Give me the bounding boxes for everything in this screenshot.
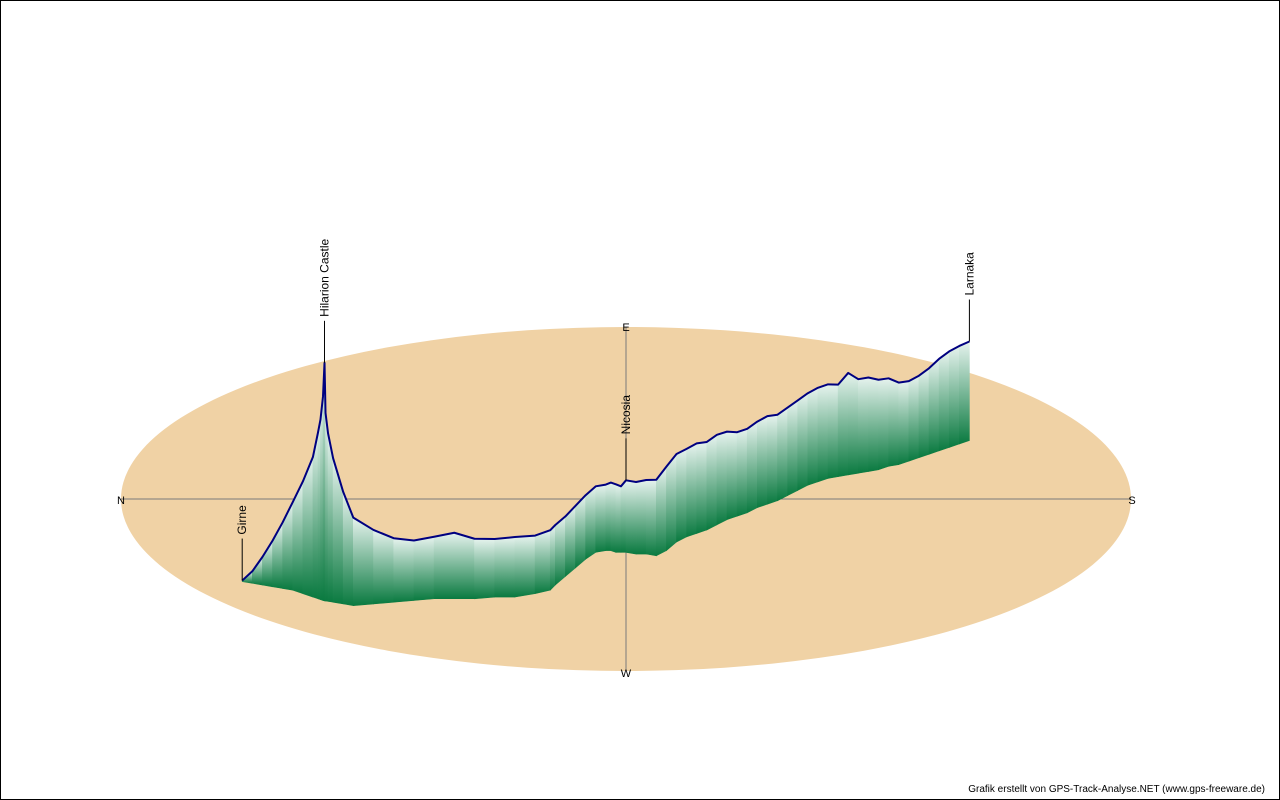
curtain-segment	[777, 406, 788, 502]
curtain-segment	[595, 484, 607, 553]
curtain-segment	[787, 399, 799, 497]
place-labels: Girne Hilarion Castle Nicosia Larnaka	[235, 238, 976, 581]
curtain-segment	[325, 412, 329, 602]
curtain-segment	[817, 383, 829, 483]
curtain-segment	[918, 367, 930, 459]
curtain-segment	[610, 482, 617, 553]
curtain-segment	[706, 434, 718, 531]
curtain-segment	[393, 537, 415, 603]
curtain-segment	[666, 453, 677, 552]
curtain-segment	[317, 419, 321, 601]
curtain-segment	[746, 421, 758, 514]
curtain-segment	[352, 517, 374, 606]
curtain-segment	[837, 372, 849, 477]
curtain-segment	[908, 375, 920, 462]
curtain-segment	[726, 431, 738, 521]
curtain-segment	[898, 380, 910, 466]
compass-south: S	[1128, 495, 1135, 507]
curtain-segment	[474, 538, 496, 600]
curtain-segment	[620, 479, 627, 553]
curtain-segment	[878, 377, 889, 471]
curtain-segment	[655, 465, 667, 557]
curtain-segment	[797, 392, 809, 491]
curtain-segment	[575, 494, 586, 569]
curtain-segment	[433, 532, 455, 600]
curtain-segment	[373, 529, 395, 605]
curtain-segment	[625, 479, 637, 555]
curtain-segment	[615, 483, 622, 553]
place-label: Girne	[235, 505, 249, 535]
curtain-segment	[605, 482, 612, 551]
curtain-segment	[514, 535, 536, 598]
curtain-segment	[645, 479, 657, 557]
compass-west: W	[621, 668, 632, 680]
curtain-segment	[716, 431, 728, 526]
curtain-segment	[868, 377, 879, 472]
curtain-segment	[453, 532, 475, 600]
place-label: Larnaka	[962, 252, 976, 296]
curtain-segment	[736, 428, 748, 517]
curtain-segment	[807, 387, 819, 486]
curtain-segment	[696, 441, 708, 534]
track-line	[241, 340, 970, 582]
curtain-segment	[928, 358, 940, 455]
curtain-segment	[635, 479, 647, 555]
curtain-segment	[948, 345, 960, 448]
curtain-segment	[494, 536, 516, 598]
place-label: Hilarion Castle	[318, 238, 332, 316]
curtain-segment	[585, 485, 597, 560]
curtain-segment	[565, 505, 576, 578]
curtain-segment	[534, 529, 551, 594]
curtain-segment	[554, 515, 566, 586]
compass-north: N	[117, 495, 125, 507]
credit-text: Grafik erstellt von GPS-Track-Analyse.NE…	[968, 784, 1265, 795]
curtain-segment	[686, 442, 698, 538]
curtain-segment	[938, 350, 950, 452]
curtain-segment	[413, 536, 435, 601]
curtain-segment	[857, 377, 869, 474]
curtain-segment	[756, 415, 768, 509]
curtain-segment	[676, 448, 687, 543]
curtain-segment	[847, 372, 859, 476]
compass-east: E	[622, 322, 629, 334]
place-label: Nicosia	[619, 395, 633, 435]
curtain-segment	[958, 341, 970, 445]
curtain-segment	[827, 384, 839, 479]
curtain-segment	[549, 524, 556, 591]
curtain-segment	[320, 396, 324, 601]
curtain-segment	[767, 414, 778, 505]
curtain-segment	[888, 377, 900, 467]
